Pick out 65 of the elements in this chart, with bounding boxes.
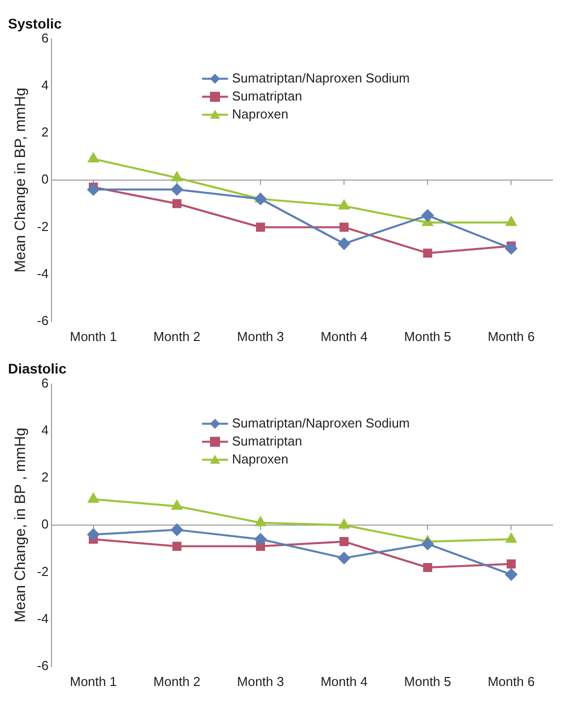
legend-label: Naproxen [232,106,288,122]
x-tick-label: Month 4 [320,328,368,344]
point [172,500,182,510]
point [254,533,266,546]
point [338,200,350,210]
point [172,172,182,182]
y-tick-label: 2 [41,124,49,140]
y-tick-label: 4 [41,422,49,438]
y-tick-label: -4 [36,266,49,281]
x-tick-label: Month 1 [70,328,117,344]
point [423,562,432,572]
point [505,568,518,581]
point [255,516,266,526]
y-tick-label: 2 [41,470,49,485]
x-tick-label: Month 2 [153,674,200,689]
x-tick-label: Month 2 [153,328,200,344]
y-tick-label: 4 [41,77,49,92]
y-tick-label: -2 [36,218,49,234]
legend-label: Naproxen [232,451,288,466]
point [87,184,100,196]
point [87,528,100,541]
x-tick-label: Month 5 [404,674,452,689]
point [172,542,182,551]
y-axis-title: Mean Change in BP, mmHg [12,88,30,273]
y-tick-label: -2 [36,564,49,579]
point [88,152,99,162]
point [340,222,349,232]
point [505,242,518,254]
x-tick-label: Month 3 [237,674,284,689]
point [338,519,350,529]
point [172,199,182,208]
legend-label: Sumatriptan/Naproxen Sodium [232,415,410,430]
y-tick-label: -6 [36,312,49,328]
x-tick-label: Month 6 [488,674,535,689]
point [506,533,517,543]
point [423,248,432,258]
point [170,524,183,536]
chart-title: Diastolic [8,360,67,376]
point [422,538,434,550]
x-tick-label: Month 6 [488,328,535,344]
x-tick-label: Month 4 [320,674,368,689]
point [422,209,434,222]
x-tick-label: Month 1 [70,674,117,689]
point [506,559,516,568]
point [506,216,517,226]
y-tick-label: -4 [36,610,49,626]
legend-label: Sumatriptan/Naproxen Sodium [232,70,410,86]
point [170,184,183,196]
y-tick-label: 0 [41,516,49,532]
legend-label: Sumatriptan [232,433,302,448]
legend-label: Sumatriptan [232,88,302,104]
point [338,238,350,250]
point [340,537,349,546]
point [88,493,99,503]
point [338,552,350,564]
y-tick-label: -6 [36,658,49,673]
y-axis-title: Mean Change, in BP , mmHg [12,428,30,623]
x-tick-label: Month 5 [404,328,452,344]
x-tick-label: Month 3 [237,328,284,344]
point [256,222,266,232]
y-tick-label: 6 [41,375,49,390]
y-tick-label: 0 [41,172,49,187]
point [254,192,266,205]
chart-title: Systolic [8,15,62,32]
y-tick-label: 6 [41,30,49,46]
